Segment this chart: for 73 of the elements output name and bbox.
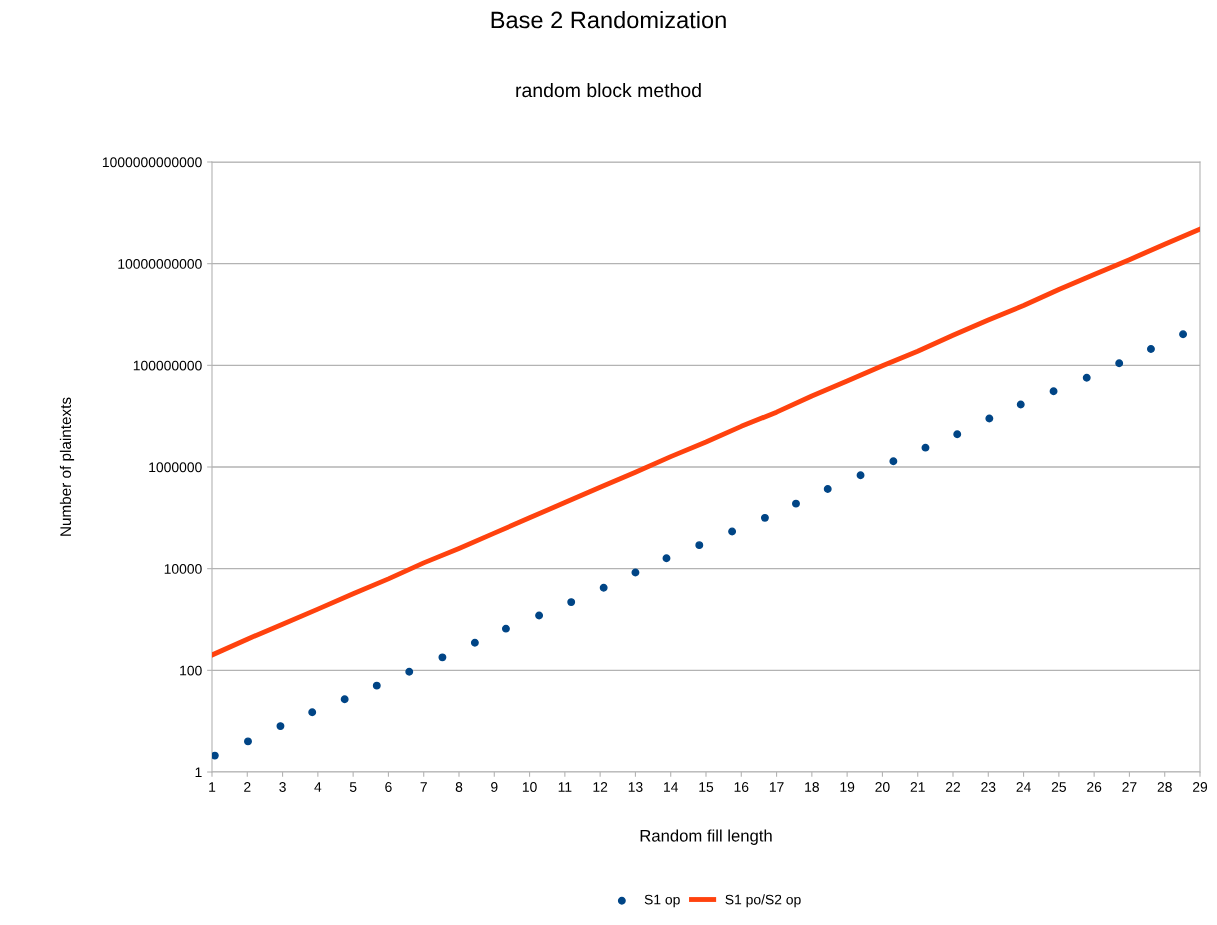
point xyxy=(889,457,898,466)
x-tick-label: 24 xyxy=(1016,782,1031,792)
point xyxy=(1082,373,1091,382)
point xyxy=(728,527,737,536)
y-tick-label: 10000 xyxy=(164,564,202,574)
point xyxy=(308,708,317,717)
x-tick-label: 13 xyxy=(628,782,643,792)
point xyxy=(1179,330,1188,339)
x-tick-label: 26 xyxy=(1087,782,1102,792)
point xyxy=(695,541,704,550)
x-tick-label: 15 xyxy=(699,782,714,792)
x-tick-label: 8 xyxy=(455,782,463,792)
x-tick-label: 11 xyxy=(558,782,572,792)
point xyxy=(567,598,576,607)
x-tick-label: 10 xyxy=(522,782,537,792)
x-tick-label: 28 xyxy=(1157,782,1172,792)
chart-subtitle: random block method xyxy=(516,82,701,98)
point xyxy=(438,653,447,662)
y-axis-title: Number of plaintexts xyxy=(59,397,75,536)
point xyxy=(953,430,962,439)
x-tick-label: 3 xyxy=(279,782,286,792)
point xyxy=(1147,345,1155,353)
x-tick-label: 27 xyxy=(1122,782,1137,792)
x-tick-label: 29 xyxy=(1192,782,1208,792)
x-tick-label: 9 xyxy=(491,782,498,792)
point xyxy=(405,667,414,676)
point xyxy=(760,513,769,522)
x-tick-label: 25 xyxy=(1051,782,1066,792)
point xyxy=(372,681,381,690)
y-tick-label: 1000000 xyxy=(149,462,202,473)
legend-label: S1 po/S2 op xyxy=(725,894,801,908)
point xyxy=(921,443,930,452)
y-tick-label: 1 xyxy=(195,767,202,778)
point xyxy=(340,695,349,704)
point xyxy=(501,624,510,633)
x-tick-label: 22 xyxy=(945,782,961,792)
y-tick-label: 10000000000 xyxy=(118,259,202,269)
point xyxy=(244,737,252,746)
point xyxy=(535,611,544,620)
x-axis-title: Random fill length xyxy=(640,829,772,845)
x-tick-label: 18 xyxy=(805,782,819,792)
point xyxy=(470,638,479,647)
point xyxy=(856,471,865,480)
point xyxy=(1115,359,1124,368)
x-tick-label: 19 xyxy=(840,782,855,792)
x-tick-label: 12 xyxy=(593,782,608,792)
x-tick-label: 20 xyxy=(875,782,890,792)
chart-title: Base 2 Randomization xyxy=(491,11,726,29)
y-tick-label: 100 xyxy=(180,665,202,676)
point xyxy=(212,751,219,760)
x-tick-label: 5 xyxy=(349,782,357,792)
point xyxy=(823,484,832,493)
point xyxy=(985,414,994,423)
x-tick-label: 7 xyxy=(420,782,427,792)
x-tick-label: 2 xyxy=(244,782,251,792)
x-tick-label: 17 xyxy=(769,782,784,792)
point xyxy=(662,554,671,563)
point xyxy=(276,722,285,731)
x-tick-label: 6 xyxy=(385,782,392,792)
point xyxy=(792,499,800,508)
legend-label: S1 op xyxy=(644,894,680,908)
x-tick-label: 1 xyxy=(209,782,216,792)
x-tick-label: 16 xyxy=(734,782,749,792)
point xyxy=(599,583,608,592)
x-tick-label: 21 xyxy=(910,782,925,792)
point xyxy=(1016,400,1025,409)
point xyxy=(631,568,640,577)
point xyxy=(1049,387,1058,396)
y-tick-label: 100000000 xyxy=(133,360,202,371)
x-tick-label: 4 xyxy=(314,782,322,792)
x-tick-label: 14 xyxy=(664,782,679,792)
y-tick-label: 1000000000000 xyxy=(102,157,202,168)
x-tick-label: 23 xyxy=(981,782,996,792)
